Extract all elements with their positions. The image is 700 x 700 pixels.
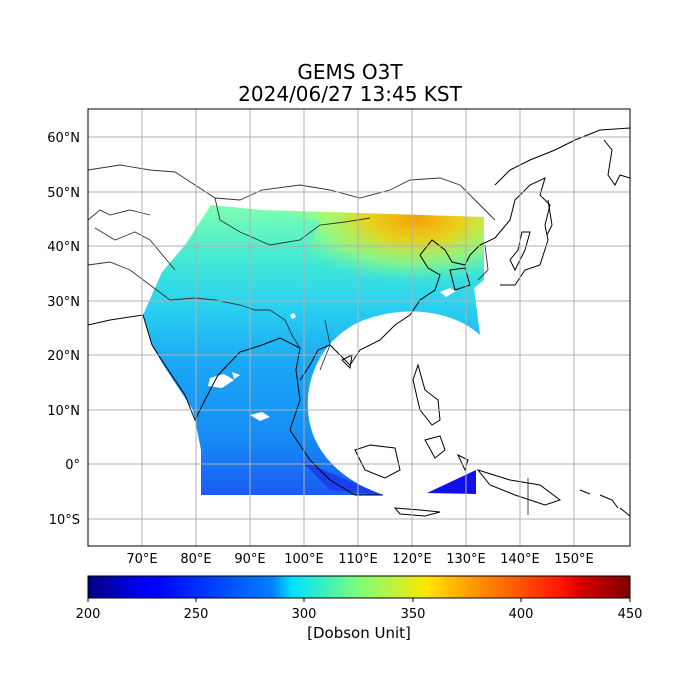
latitude-tick-labels: 60°N 50°N 40°N 30°N 20°N 10°N 0° 10°S	[47, 131, 80, 528]
colorbar-ticks	[87, 598, 631, 602]
lat-tick-label: 30°N	[47, 295, 80, 310]
colorbar-tick-label: 250	[184, 607, 209, 622]
colorbar-tick-label: 200	[76, 607, 101, 622]
lon-tick-label: 70°E	[126, 552, 157, 567]
lon-tick-label: 80°E	[180, 552, 211, 567]
colorbar	[87, 575, 631, 599]
ozone-swath	[143, 205, 484, 495]
colorbar-tick-label: 450	[618, 607, 643, 622]
lat-tick-label: 50°N	[47, 186, 80, 201]
colorbar-unit-label: [Dobson Unit]	[307, 624, 411, 642]
colorbar-tick-label: 350	[401, 607, 426, 622]
lat-tick-label: 0°	[65, 458, 80, 473]
lat-tick-label: 20°N	[47, 349, 80, 364]
lon-tick-label: 150°E	[554, 552, 594, 567]
lat-tick-label: 40°N	[47, 240, 80, 255]
lon-tick-label: 130°E	[446, 552, 486, 567]
lat-tick-label: 10°S	[49, 513, 80, 528]
colorbar-tick-label: 400	[509, 607, 534, 622]
map-title: GEMS O3T	[297, 60, 403, 84]
lat-tick-label: 60°N	[47, 131, 80, 146]
lon-tick-label: 110°E	[338, 552, 378, 567]
colorbar-tick-labels: 200 250 300 350 400 450	[76, 607, 643, 622]
longitude-tick-labels: 70°E 80°E 90°E 100°E 110°E 120°E 130°E 1…	[126, 552, 593, 567]
gridlines	[88, 109, 630, 546]
map-frame	[87, 108, 631, 547]
lat-tick-label: 10°N	[47, 404, 80, 419]
map-subtitle-datetime: 2024/06/27 13:45 KST	[238, 82, 462, 106]
lon-tick-label: 100°E	[284, 552, 324, 567]
lon-tick-label: 90°E	[234, 552, 265, 567]
colorbar-tick-label: 300	[292, 607, 317, 622]
lon-tick-label: 140°E	[500, 552, 540, 567]
lon-tick-label: 120°E	[392, 552, 432, 567]
